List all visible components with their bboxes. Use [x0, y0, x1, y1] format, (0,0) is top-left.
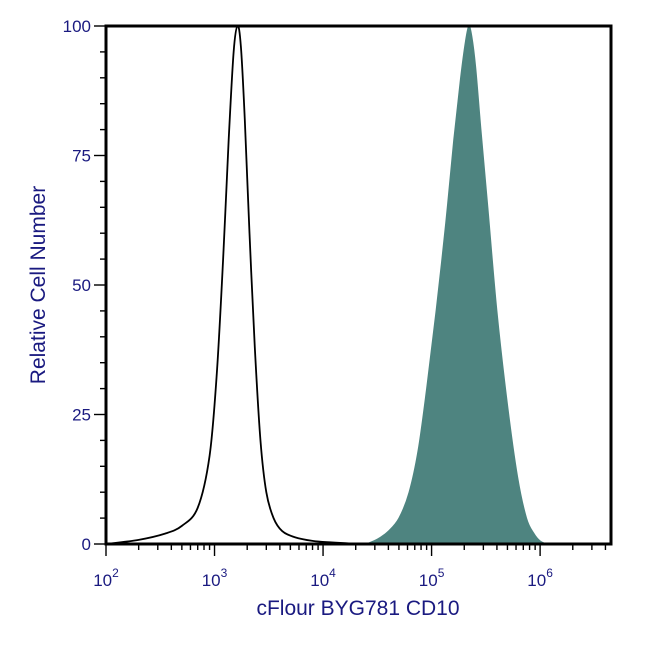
series-layer	[105, 25, 547, 545]
plot-frame	[104, 24, 613, 546]
y-tick-label: 25	[72, 406, 91, 425]
y-tick-label: 75	[72, 147, 91, 166]
x-tick-label: 104	[310, 566, 336, 590]
y-tick-label: 0	[82, 535, 91, 554]
y-axis-ticks: 0 25 50 75 100	[63, 17, 105, 554]
x-tick-label: 102	[93, 566, 119, 590]
y-tick-label: 100	[63, 17, 91, 36]
y-axis-title: Relative Cell Number	[27, 186, 50, 384]
x-tick-label: 103	[202, 566, 228, 590]
x-tick-label: 106	[527, 566, 553, 590]
histogram-series-2	[366, 25, 547, 545]
histogram-series-1	[105, 25, 367, 545]
x-tick-label: 105	[419, 566, 445, 590]
x-axis-ticks: 102 103 104 105 106	[93, 545, 607, 590]
x-axis-title: cFlour BYG781 CD10	[256, 597, 459, 620]
y-tick-label: 50	[72, 276, 91, 295]
